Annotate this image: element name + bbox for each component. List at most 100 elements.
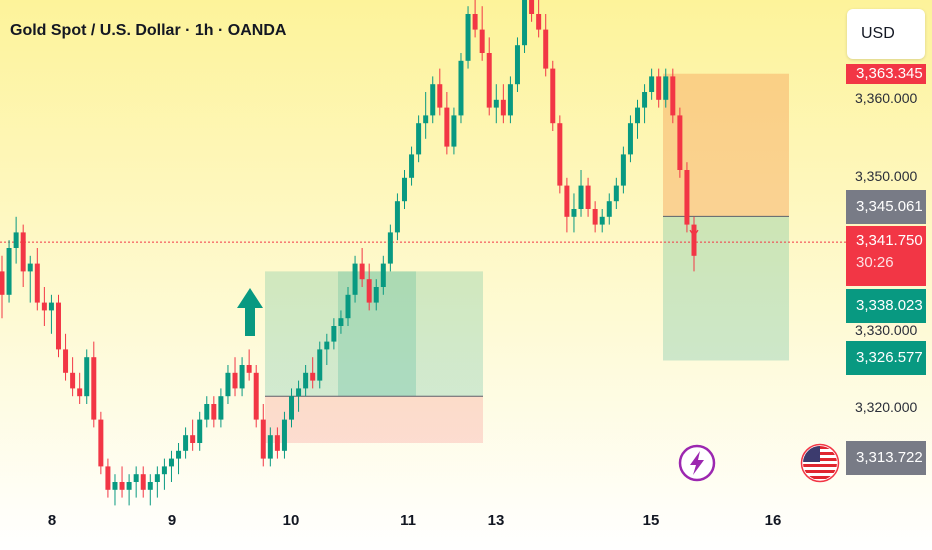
candle-body xyxy=(133,474,139,482)
candle-body xyxy=(211,404,217,420)
candle-body xyxy=(352,263,358,295)
candle-body xyxy=(218,396,224,420)
candle-body xyxy=(289,396,295,420)
long-stop-zone xyxy=(265,396,483,443)
candle-body xyxy=(394,201,400,233)
candle-body xyxy=(317,349,323,381)
short-target-zone xyxy=(663,216,789,361)
target-price-tag: 3,326.577 xyxy=(846,341,926,375)
candle-body xyxy=(387,232,393,264)
x-tick-label: 10 xyxy=(282,512,300,529)
candle-body xyxy=(225,372,231,397)
candle-body xyxy=(465,14,471,61)
candle-body xyxy=(48,302,54,311)
candle-body xyxy=(635,107,641,124)
candle-body xyxy=(571,209,577,217)
candle-body xyxy=(204,404,210,420)
y-tick-label: 3,320.000 xyxy=(855,399,918,415)
candle-body xyxy=(493,99,499,108)
chart-title: Gold Spot / U.S. Dollar · 1h · OANDA xyxy=(10,22,287,39)
candle-body xyxy=(6,248,12,295)
candle-body xyxy=(91,357,97,420)
x-tick-label: 13 xyxy=(487,512,505,529)
candle-body xyxy=(373,287,379,303)
candle-body xyxy=(147,482,153,490)
currency-button[interactable]: USD xyxy=(847,9,925,59)
candle-body xyxy=(281,419,287,451)
candle-body xyxy=(479,29,485,53)
candle-body xyxy=(310,372,316,381)
candle-body xyxy=(267,435,273,459)
candle-body xyxy=(154,474,160,482)
up-arrow-icon xyxy=(237,288,263,336)
candle-body xyxy=(529,0,535,15)
candle-body xyxy=(458,60,464,116)
x-tick-label: 15 xyxy=(642,512,660,529)
candle-body xyxy=(105,466,111,490)
lightning-icon[interactable] xyxy=(677,443,717,483)
candle-body xyxy=(642,92,648,108)
candle-body xyxy=(190,435,196,443)
candle-body xyxy=(592,209,598,225)
candle-body xyxy=(324,341,330,350)
candle-body xyxy=(338,318,344,326)
candle-body xyxy=(401,177,407,202)
candle-body xyxy=(176,450,182,459)
candle-body xyxy=(416,123,422,155)
x-tick-label: 11 xyxy=(400,512,416,529)
signal-arrow xyxy=(689,229,699,237)
candle-body xyxy=(20,232,26,272)
candle-body xyxy=(77,388,83,397)
candle-body xyxy=(564,185,570,217)
candle-body xyxy=(409,154,415,178)
candle-body xyxy=(63,349,69,373)
x-tick-label: 9 xyxy=(167,512,177,529)
candle-body xyxy=(380,263,386,287)
candle-body xyxy=(366,279,372,303)
candle-body xyxy=(183,435,189,451)
candle-body xyxy=(161,466,167,475)
candle-body xyxy=(663,76,669,100)
candle-body xyxy=(472,14,478,30)
candle-body xyxy=(670,76,676,116)
last-price-tag: 3,341.750 30:26 xyxy=(846,226,926,286)
candle-body xyxy=(684,170,690,225)
bar-countdown: 30:26 xyxy=(856,254,894,271)
candle-body xyxy=(239,365,245,389)
candle-body xyxy=(585,185,591,209)
candle-body xyxy=(260,419,266,459)
us-flag-icon[interactable] xyxy=(800,443,840,483)
x-tick-label: 8 xyxy=(47,512,57,529)
candle-body xyxy=(550,68,556,124)
candle-body xyxy=(578,185,584,209)
candle-body xyxy=(423,115,429,124)
candle-body xyxy=(444,107,450,147)
candle-body xyxy=(345,294,351,319)
candle-body xyxy=(303,372,309,389)
candle-body xyxy=(522,0,528,46)
candle-body xyxy=(0,271,5,295)
candle-body xyxy=(507,84,513,116)
candle-body xyxy=(140,474,146,490)
candle-body xyxy=(500,99,506,116)
candle-body xyxy=(557,123,563,186)
short-stop-zone xyxy=(663,73,789,217)
candle-body xyxy=(168,458,174,467)
y-tick-label: 3,350.000 xyxy=(855,168,918,184)
last-price-value: 3,341.750 xyxy=(856,232,923,249)
candle-body xyxy=(514,45,520,85)
candle-body xyxy=(197,419,203,443)
candle-body xyxy=(536,14,542,30)
candle-body xyxy=(620,154,626,186)
candle-body xyxy=(599,216,605,225)
stop-price-tag: 3,345.061 xyxy=(846,190,926,224)
candle-body xyxy=(627,123,633,155)
entry-price-tag: 3,338.023 xyxy=(846,289,926,323)
candle-body xyxy=(331,326,337,342)
candle-body xyxy=(13,232,19,248)
candle-body xyxy=(119,482,125,490)
candle-body xyxy=(451,115,457,147)
candle-body xyxy=(274,435,280,451)
